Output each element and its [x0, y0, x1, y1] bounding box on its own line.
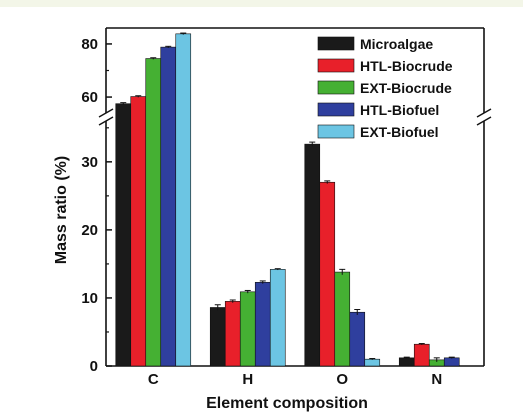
- legend-swatch-HTL-Biofuel: [317, 102, 355, 117]
- bar-H-EXT-Biocrude: [239, 291, 256, 367]
- y-tick-label-10: 10: [81, 290, 98, 307]
- legend: Microalgae HTL-Biocrude EXT-Biocrude HTL-Bi…: [317, 36, 453, 140]
- bar-N-Microalgae: [398, 357, 415, 367]
- y-tick-label-80: 80: [81, 36, 98, 53]
- x-tick-label-H: H: [242, 371, 253, 388]
- x-tick-label-O: O: [336, 371, 348, 388]
- bar-O-HTL-Biofuel: [349, 311, 366, 367]
- legend-label-HTL-Biocrude: HTL-Biocrude: [360, 58, 453, 74]
- y-tick-label-60: 60: [81, 89, 98, 106]
- bar-H-HTL-Biocrude: [224, 301, 241, 367]
- legend-swatch-Microalgae: [317, 36, 355, 51]
- bar-C-EXT-Biofuel: [175, 33, 192, 367]
- axis-break-gap: [98, 113, 492, 121]
- x-tick-label-C: C: [148, 371, 159, 388]
- bar-O-EXT-Biofuel: [364, 358, 381, 367]
- bar-H-EXT-Biofuel: [269, 269, 286, 367]
- x-axis-label: Element composition: [206, 395, 368, 412]
- y-tick-label-30: 30: [81, 154, 98, 171]
- bars-layer: [115, 32, 460, 367]
- legend-label-HTL-Biofuel: HTL-Biofuel: [360, 102, 439, 118]
- y-tick-label-0: 0: [90, 358, 98, 375]
- bar-O-HTL-Biocrude: [319, 181, 336, 367]
- axis-break-mark: [98, 108, 114, 118]
- bar-H-Microalgae: [209, 307, 226, 367]
- legend-swatch-HTL-Biocrude: [317, 58, 355, 73]
- bar-O-Microalgae: [304, 143, 321, 367]
- bar-N-HTL-Biocrude: [413, 343, 430, 367]
- bar-C-Microalgae: [115, 103, 132, 367]
- legend-label-Microalgae: Microalgae: [360, 36, 433, 52]
- bar-O-EXT-Biocrude: [334, 271, 351, 367]
- y-tick-label-20: 20: [81, 222, 98, 239]
- legend-swatch-EXT-Biocrude: [317, 80, 355, 95]
- bar-C-EXT-Biocrude: [145, 58, 162, 367]
- axis-break-mark: [98, 116, 114, 126]
- top-banner-strip: [0, 0, 523, 7]
- bar-N-HTL-Biofuel: [443, 357, 460, 367]
- x-tick-label-N: N: [431, 371, 442, 388]
- legend-swatch-EXT-Biofuel: [317, 124, 355, 139]
- bar-C-HTL-Biofuel: [160, 46, 177, 367]
- legend-label-EXT-Biofuel: EXT-Biofuel: [360, 124, 439, 140]
- y-axis-label: Mass ratio (%): [53, 156, 70, 264]
- legend-label-EXT-Biocrude: EXT-Biocrude: [360, 80, 452, 96]
- bar-H-HTL-Biofuel: [254, 281, 271, 367]
- axis-break-mark: [476, 108, 492, 118]
- axis-break-mark: [476, 116, 492, 126]
- bar-C-HTL-Biocrude: [130, 96, 147, 367]
